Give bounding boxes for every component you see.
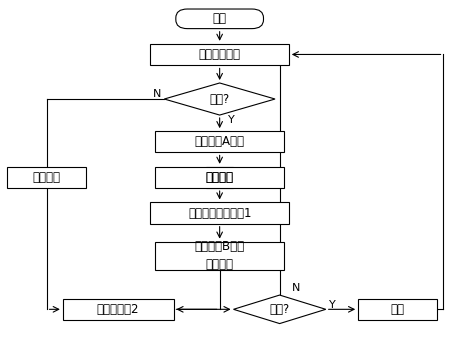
Text: N: N [153,89,162,99]
Bar [358,299,437,320]
Bar [150,202,289,224]
Bar [155,167,284,188]
Bar [7,167,86,188]
Text: 执行引绬: 执行引绬 [33,171,61,184]
Text: 平综，打绬2: 平综，打绬2 [97,303,139,316]
Polygon shape [234,295,326,324]
Text: 垂纱?: 垂纱? [210,93,230,105]
Polygon shape [164,83,275,115]
Bar [150,44,289,65]
Bar [206,167,234,188]
Text: 平综，供垂，打绬1: 平综，供垂，打绬1 [188,207,251,220]
Text: Y: Y [228,115,234,125]
Bar [155,131,284,152]
Text: 无梭?: 无梭? [269,303,290,316]
Text: N: N [291,283,300,293]
Text: 超幅引垂: 超幅引垂 [205,171,234,184]
Text: Y: Y [329,300,336,310]
Bar [63,299,174,320]
Text: 开始: 开始 [212,12,226,25]
Text: 拉垂纹版B开口
供出垂纱: 拉垂纹版B开口 供出垂纱 [195,240,245,272]
Text: 读取纹版指令: 读取纹版指令 [198,48,241,61]
Text: 超幅引垂: 超幅引垂 [205,171,234,184]
FancyBboxPatch shape [176,9,263,29]
Text: 剪线: 剪线 [390,303,404,316]
Text: 引垂纹版A开口: 引垂纹版A开口 [195,135,245,148]
Bar [155,241,284,270]
